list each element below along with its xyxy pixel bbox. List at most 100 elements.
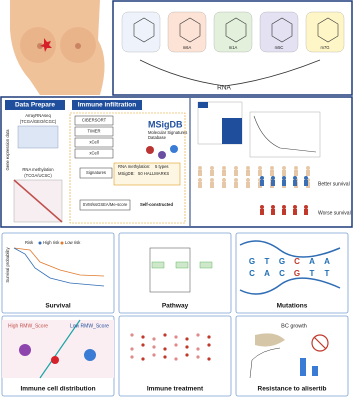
dot: [141, 343, 145, 347]
label: Signatures: [86, 170, 106, 175]
person-head: [210, 178, 214, 182]
person-body: [198, 182, 202, 188]
structure: [225, 17, 247, 43]
person-body: [282, 180, 286, 186]
shape: [13, 247, 105, 287]
person-head: [282, 166, 286, 170]
structure: [271, 17, 293, 43]
person-head: [282, 176, 286, 180]
base-letter: G: [279, 257, 285, 266]
shape: [84, 349, 96, 361]
shape: [175, 261, 189, 269]
person-body: [260, 180, 264, 186]
label: Gene expression data: [5, 129, 10, 171]
structure: [133, 17, 155, 43]
person-body: [306, 170, 310, 176]
base-letter: T: [310, 269, 315, 278]
person-head: [222, 166, 226, 170]
shape: [75, 43, 81, 49]
person-head: [258, 166, 262, 170]
person-body: [294, 170, 298, 176]
modification-label: m1A: [229, 45, 238, 50]
panel-title: Survival: [45, 303, 70, 310]
dot: [163, 347, 167, 351]
person-body: [198, 170, 202, 176]
panel: [118, 315, 232, 397]
label: Molecular Signatures: [148, 130, 187, 135]
label: Self-constructed: [140, 202, 173, 207]
person-head: [270, 166, 274, 170]
group: m6A m1A m5C m7G: [121, 11, 345, 53]
method-label: TIMER: [87, 129, 100, 134]
person-body: [246, 182, 250, 188]
person-body: [293, 180, 297, 186]
group: G T G C A AC A C G T T: [249, 257, 330, 278]
base-letter: A: [324, 257, 330, 266]
dot: [185, 337, 189, 341]
shape: [311, 334, 329, 352]
shape: [222, 118, 242, 144]
shape: [313, 336, 327, 350]
dot: [174, 357, 178, 361]
shape: [249, 111, 321, 158]
shape: [39, 319, 81, 379]
shape: [10, 0, 105, 95]
label: RNA methylation:: [118, 164, 150, 169]
method-label: xCell: [89, 151, 98, 156]
shape: [249, 347, 281, 379]
person-body: [234, 170, 238, 176]
person-body: [222, 170, 226, 176]
structure: [179, 17, 201, 43]
label: Survival probability: [5, 247, 10, 283]
person-head: [271, 176, 275, 180]
shape: [19, 344, 31, 356]
dot: [196, 347, 200, 351]
base-letter: A: [264, 269, 270, 278]
base-letter: A: [309, 257, 315, 266]
panel: [235, 315, 349, 397]
shape: [13, 247, 105, 277]
label: BC growth: [281, 323, 307, 329]
dot: [207, 343, 211, 347]
shape: [69, 112, 186, 224]
person-head: [304, 176, 308, 180]
person-head: [198, 166, 202, 170]
panel-title: Mutations: [277, 303, 308, 310]
person-head: [222, 178, 226, 182]
label: RNA methylation: [22, 167, 54, 172]
person-body: [282, 170, 286, 176]
person-head: [234, 178, 238, 182]
shape: [312, 366, 318, 376]
shape: [40, 38, 52, 52]
dot: [174, 343, 178, 347]
label: ArrayRNAseq: [25, 113, 51, 118]
panel: [235, 232, 349, 314]
person-body: [210, 182, 214, 188]
label: Worse survival: [318, 210, 351, 216]
person-head: [293, 176, 297, 180]
person-body: [271, 180, 275, 186]
person-head: [260, 176, 264, 180]
shape: [113, 162, 181, 186]
base-letter: G: [294, 269, 300, 278]
group: [130, 333, 211, 361]
shape: [38, 241, 42, 245]
label: Database: [148, 135, 167, 140]
dot: [207, 357, 211, 361]
label: Immune infiltration: [78, 102, 137, 109]
base-letter: G: [249, 257, 255, 266]
dot: [152, 353, 156, 357]
person-body: [246, 170, 250, 176]
shape: [198, 102, 208, 108]
panel: [118, 232, 232, 314]
label: Low RMW_Score: [70, 323, 109, 329]
base-letter: C: [294, 257, 300, 266]
shape: [79, 167, 113, 179]
person-body: [271, 209, 275, 215]
dot: [152, 345, 156, 349]
label: Low risk: [65, 240, 81, 245]
method-box: [74, 115, 114, 126]
label: RNA: [217, 85, 231, 92]
